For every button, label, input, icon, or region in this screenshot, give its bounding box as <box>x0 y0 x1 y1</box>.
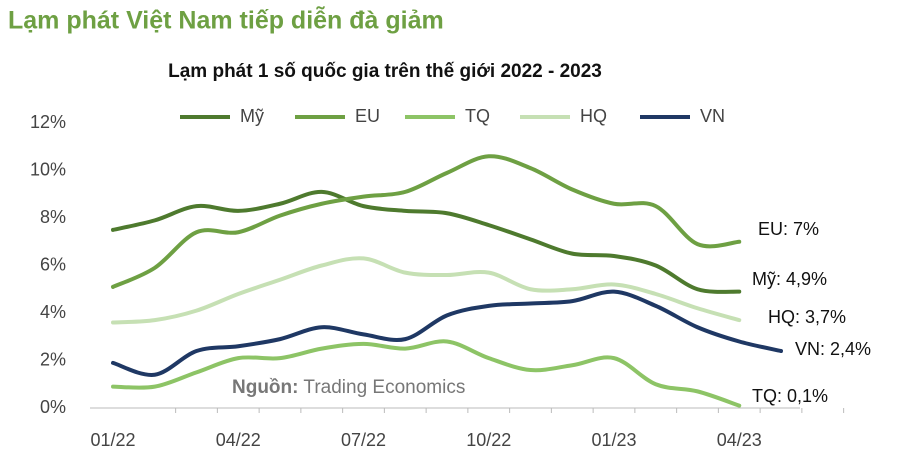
y-tick-label: 2% <box>40 349 66 369</box>
legend-label: VN <box>700 106 725 126</box>
x-tick-label: 10/22 <box>466 430 511 450</box>
y-tick-label: 12% <box>30 112 66 132</box>
legend-label: Mỹ <box>240 106 264 126</box>
series-line <box>111 154 742 289</box>
legend-label: TQ <box>465 106 490 126</box>
series-line <box>111 289 783 377</box>
x-tick-label: 04/22 <box>216 430 261 450</box>
series-line <box>111 256 742 325</box>
end-label: HQ: 3,7% <box>768 307 846 327</box>
x-tick-label: 01/23 <box>591 430 636 450</box>
source-label: Nguồn: <box>232 377 298 398</box>
y-tick-label: 0% <box>40 397 66 417</box>
end-label: EU: 7% <box>758 219 819 239</box>
y-tick-label: 10% <box>30 159 66 179</box>
series-line <box>111 189 742 294</box>
x-tick-label: 01/22 <box>90 430 135 450</box>
y-tick-label: 6% <box>40 254 66 274</box>
chart-title: Lạm phát 1 số quốc gia trên thế giới 202… <box>168 61 602 82</box>
y-tick-label: 4% <box>40 302 66 322</box>
x-tick-label: 04/23 <box>717 430 762 450</box>
series-line <box>111 339 742 408</box>
end-label: TQ: 0,1% <box>752 386 828 406</box>
source: Nguồn: Trading Economics <box>232 377 465 398</box>
legend-label: HQ <box>580 106 607 126</box>
source-text: Trading Economics <box>303 377 465 398</box>
end-label: VN: 2,4% <box>795 339 871 359</box>
page-title: Lạm phát Việt Nam tiếp diễn đà giảm <box>8 5 444 35</box>
x-tick-label: 07/22 <box>341 430 386 450</box>
legend-label: EU <box>355 106 380 126</box>
end-label: Mỹ: 4,9% <box>752 269 827 289</box>
y-tick-label: 8% <box>40 207 66 227</box>
